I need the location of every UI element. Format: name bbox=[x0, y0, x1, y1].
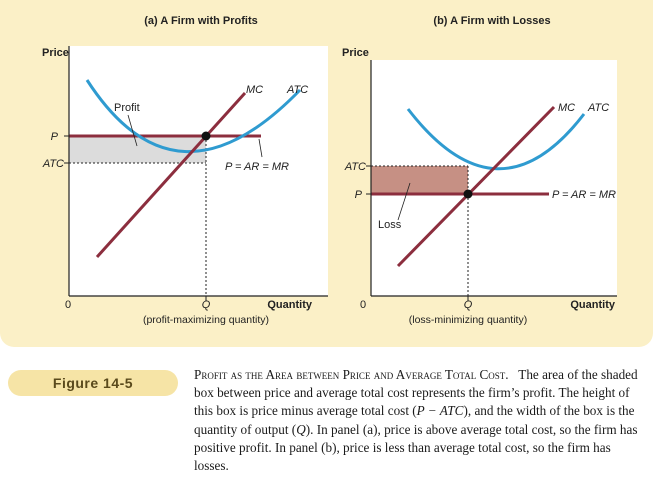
panel-a-p-tick-label: P bbox=[51, 131, 59, 143]
caption-text-4: Q bbox=[296, 421, 306, 437]
panel-b-p-tick-label: P bbox=[355, 189, 363, 201]
panel-b-mc-label: MC bbox=[558, 102, 575, 114]
figure-number-badge: Figure 14-5 bbox=[8, 370, 178, 396]
panel-b-equilibrium-point bbox=[463, 189, 473, 199]
panel-b-price-line-label: P = AR = MR bbox=[552, 189, 616, 201]
panel-a-title: (a) A Firm with Profits bbox=[144, 15, 257, 27]
loss-label-leader bbox=[397, 182, 411, 221]
panel-b-mc-curve bbox=[396, 105, 556, 268]
panel-a-q-tick-label: Q bbox=[202, 299, 211, 311]
panel-b-atc-curve bbox=[406, 108, 586, 171]
panel-a-plot-area bbox=[69, 46, 328, 296]
profit-label-leader bbox=[127, 114, 138, 147]
panel-a-equilibrium-point bbox=[201, 131, 211, 141]
panel-a-price-line-label: P = AR = MR bbox=[225, 161, 289, 173]
caption-text-1: The area of the shaded box between price… bbox=[194, 367, 638, 419]
caption-title: Profit as the Area between Price and Ave… bbox=[194, 367, 509, 382]
panel-b-q-note: (loss-minimizing quantity) bbox=[409, 314, 527, 326]
panel-a-atc-label: ATC bbox=[286, 84, 308, 96]
panel-a-q-note: (profit-maximizing quantity) bbox=[143, 314, 269, 326]
loss-label: Loss bbox=[378, 219, 402, 231]
figure-graphics: (a) A Firm with Profits Price P ATC 0 Q … bbox=[42, 15, 617, 326]
caption-text-2: P − ATC bbox=[416, 403, 464, 419]
panel-a-atc-tick-label: ATC bbox=[42, 158, 64, 170]
figure-caption: Profit as the Area between Price and Ave… bbox=[194, 366, 646, 475]
panel-b-origin-label: 0 bbox=[360, 299, 366, 311]
loss-area bbox=[371, 166, 468, 194]
panel-a: (a) A Firm with Profits Price P ATC 0 Q … bbox=[42, 15, 328, 326]
panel-a-x-axis-label: Quantity bbox=[267, 299, 312, 311]
panel-a-mc-curve bbox=[95, 91, 247, 259]
panel-a-y-axis-label: Price bbox=[42, 47, 69, 59]
panel-b-title: (b) A Firm with Losses bbox=[433, 15, 550, 27]
panel-b-x-axis-label: Quantity bbox=[570, 299, 615, 311]
panel-a-mc-label: MC bbox=[246, 84, 263, 96]
panel-a-atc-curve bbox=[85, 79, 302, 153]
panel-b-y-axis-label: Price bbox=[342, 47, 369, 59]
caption-text-5: ). In panel (a), price is above average … bbox=[194, 421, 638, 474]
panel-a-price-line-leader bbox=[258, 138, 263, 158]
profit-label: Profit bbox=[114, 102, 140, 114]
panel-a-origin-label: 0 bbox=[65, 299, 71, 311]
panel-b: (b) A Firm with Losses Price ATC P 0 Q (… bbox=[342, 15, 617, 326]
caption-text-3: ), and the width of the box is the quant… bbox=[194, 403, 635, 437]
panel-b-atc-label: ATC bbox=[587, 102, 609, 114]
panel-b-q-tick-label: Q bbox=[464, 299, 473, 311]
panel-b-atc-tick-label: ATC bbox=[344, 161, 366, 173]
profit-area bbox=[69, 136, 206, 163]
